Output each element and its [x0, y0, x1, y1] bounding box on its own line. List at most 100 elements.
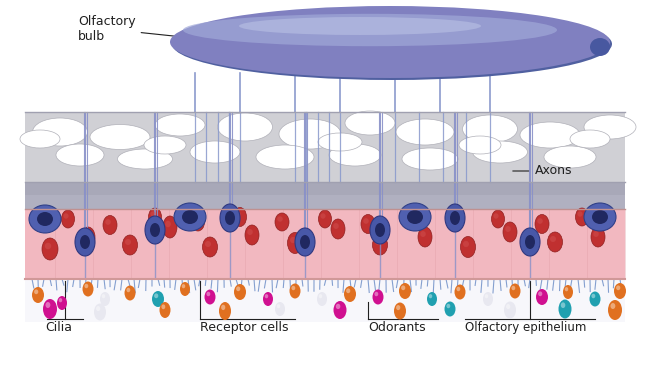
Ellipse shape — [144, 136, 186, 154]
Ellipse shape — [256, 145, 314, 169]
Ellipse shape — [537, 218, 543, 224]
Ellipse shape — [418, 227, 432, 247]
Ellipse shape — [32, 287, 44, 303]
Ellipse shape — [84, 284, 88, 288]
Ellipse shape — [155, 114, 205, 136]
Ellipse shape — [445, 204, 465, 232]
Ellipse shape — [218, 113, 272, 141]
Ellipse shape — [83, 231, 89, 237]
Ellipse shape — [43, 299, 57, 319]
Ellipse shape — [429, 294, 432, 298]
Ellipse shape — [345, 111, 395, 135]
Ellipse shape — [94, 304, 106, 320]
Ellipse shape — [407, 210, 423, 224]
Ellipse shape — [375, 239, 381, 245]
Ellipse shape — [584, 203, 616, 231]
Ellipse shape — [56, 144, 104, 166]
Ellipse shape — [370, 216, 390, 244]
Ellipse shape — [34, 290, 38, 294]
Ellipse shape — [427, 292, 437, 306]
Ellipse shape — [279, 119, 341, 149]
Ellipse shape — [320, 213, 326, 219]
Ellipse shape — [205, 290, 216, 305]
Ellipse shape — [90, 124, 150, 149]
Ellipse shape — [194, 216, 199, 222]
Ellipse shape — [221, 305, 226, 310]
Ellipse shape — [538, 291, 542, 296]
Ellipse shape — [317, 292, 327, 306]
Ellipse shape — [207, 292, 211, 296]
Ellipse shape — [29, 205, 61, 233]
Ellipse shape — [493, 213, 499, 219]
Ellipse shape — [591, 227, 605, 247]
Ellipse shape — [510, 283, 521, 298]
Ellipse shape — [544, 146, 596, 168]
Text: Receptor cells: Receptor cells — [200, 321, 289, 334]
Ellipse shape — [344, 286, 356, 302]
Ellipse shape — [42, 238, 58, 260]
Bar — [25, 209, 625, 279]
Ellipse shape — [32, 118, 88, 146]
Ellipse shape — [103, 215, 117, 235]
Ellipse shape — [233, 207, 246, 226]
Ellipse shape — [159, 302, 170, 318]
Ellipse shape — [318, 210, 332, 228]
Ellipse shape — [396, 305, 400, 310]
Ellipse shape — [180, 282, 190, 296]
Ellipse shape — [614, 283, 626, 299]
Ellipse shape — [83, 281, 94, 297]
Ellipse shape — [105, 219, 110, 225]
Ellipse shape — [165, 221, 171, 227]
Ellipse shape — [463, 115, 517, 143]
Ellipse shape — [277, 216, 283, 222]
Ellipse shape — [590, 291, 601, 306]
Ellipse shape — [225, 211, 235, 225]
Ellipse shape — [247, 229, 253, 235]
Bar — [25, 279, 625, 322]
Ellipse shape — [161, 304, 165, 309]
Ellipse shape — [170, 6, 610, 78]
Ellipse shape — [575, 208, 588, 226]
Bar — [25, 112, 625, 182]
Ellipse shape — [277, 304, 280, 308]
Ellipse shape — [512, 286, 515, 290]
Ellipse shape — [174, 203, 206, 231]
Ellipse shape — [150, 211, 155, 217]
Ellipse shape — [565, 287, 568, 291]
Ellipse shape — [483, 292, 493, 306]
Ellipse shape — [420, 231, 426, 237]
Ellipse shape — [592, 294, 595, 298]
Ellipse shape — [148, 208, 161, 226]
Ellipse shape — [463, 241, 469, 247]
Ellipse shape — [329, 144, 381, 166]
Text: Cilia: Cilia — [45, 321, 72, 334]
Bar — [25, 195, 625, 209]
Ellipse shape — [100, 292, 110, 306]
Ellipse shape — [504, 302, 516, 319]
Ellipse shape — [220, 204, 240, 232]
Ellipse shape — [205, 241, 211, 247]
Ellipse shape — [172, 8, 612, 80]
Ellipse shape — [287, 233, 302, 254]
Ellipse shape — [125, 286, 135, 301]
Ellipse shape — [192, 213, 205, 231]
Ellipse shape — [401, 286, 406, 290]
Ellipse shape — [406, 208, 419, 226]
Ellipse shape — [408, 211, 413, 217]
Ellipse shape — [396, 119, 454, 145]
Ellipse shape — [154, 293, 159, 298]
Bar — [25, 182, 625, 209]
Ellipse shape — [402, 148, 458, 170]
Ellipse shape — [182, 284, 185, 288]
Ellipse shape — [81, 227, 95, 247]
Ellipse shape — [182, 210, 198, 224]
Ellipse shape — [219, 302, 231, 320]
Ellipse shape — [550, 236, 556, 242]
Ellipse shape — [584, 115, 636, 139]
Ellipse shape — [361, 214, 375, 233]
Ellipse shape — [616, 286, 620, 290]
Ellipse shape — [58, 298, 62, 302]
Ellipse shape — [291, 286, 295, 290]
Ellipse shape — [62, 210, 75, 228]
Ellipse shape — [506, 304, 510, 309]
